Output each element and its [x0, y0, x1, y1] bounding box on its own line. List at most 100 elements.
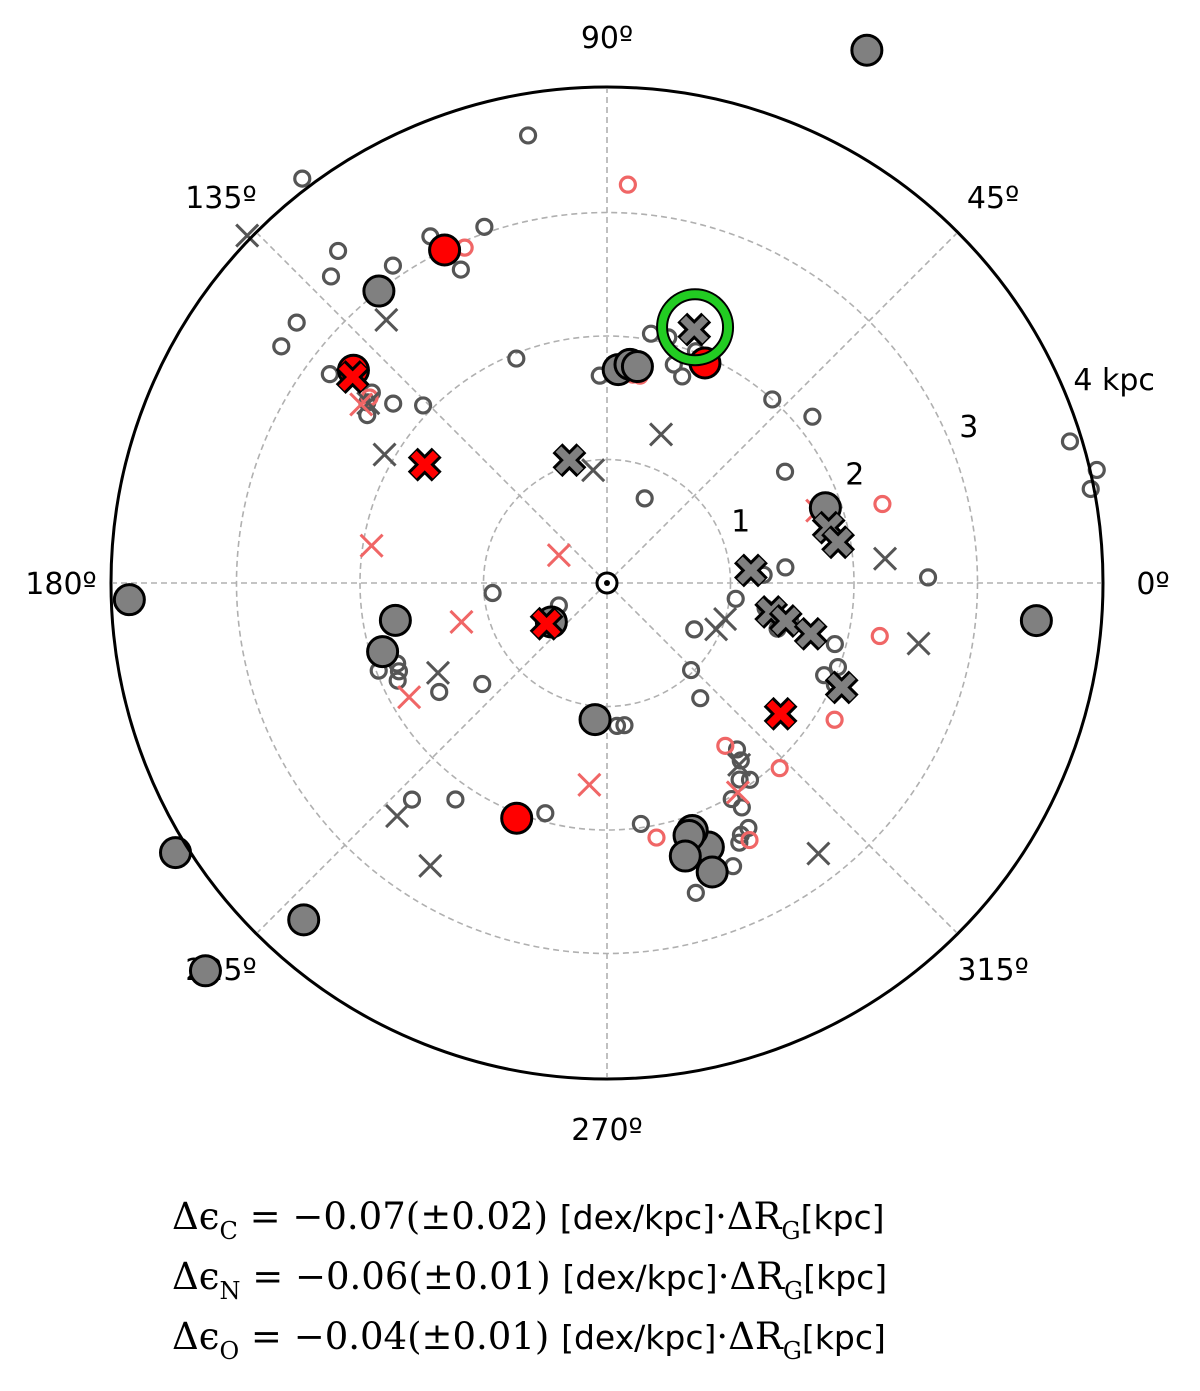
data-point-open-circle — [272, 337, 291, 356]
data-point-bold-cross — [768, 604, 803, 638]
data-point-open-circle — [726, 589, 745, 608]
grid-spoke-135 — [257, 233, 608, 584]
angle-tick-label: 180º — [25, 567, 96, 602]
data-point-cross — [418, 853, 443, 878]
eq-unit: [dex/kpc] — [559, 1198, 716, 1237]
angle-tick-label: 270º — [571, 1113, 642, 1148]
angle-tick-label: 90º — [581, 21, 633, 56]
data-point-cross — [449, 609, 474, 635]
radius-tick-label: 2 — [845, 457, 864, 492]
data-point-cross — [372, 442, 397, 467]
data-point-bold-cross — [793, 616, 828, 651]
data-point-open-circle — [358, 406, 377, 425]
data-point-open-circle — [287, 313, 306, 332]
eq-rhs-subscript: G — [781, 1217, 801, 1245]
eq-unit-kpc: [kpc] — [803, 1258, 888, 1297]
data-point-open-circle — [615, 716, 634, 735]
data-point-cross — [546, 543, 571, 568]
data-point-filled-circle — [366, 635, 400, 669]
data-point-open-circle — [618, 175, 637, 194]
data-point-cross — [385, 804, 410, 829]
data-point-cross — [359, 533, 384, 558]
data-point-open-circle — [740, 770, 760, 789]
data-point-filled-circle — [578, 703, 612, 737]
data-point-open-circle — [685, 620, 704, 639]
data-point-open-circle — [730, 833, 749, 852]
data-point-filled-circle — [378, 603, 412, 637]
data-point-cross — [727, 752, 752, 777]
data-point-open-circle — [770, 759, 789, 778]
data-point-open-circle — [473, 674, 492, 694]
eq-lhs: Δϵ — [172, 1255, 220, 1298]
data-point-filled-circle — [695, 855, 729, 889]
eq-subscript: O — [219, 1337, 240, 1365]
data-point-cross — [349, 392, 374, 417]
data-point-open-circle — [673, 367, 692, 386]
eq-subscript: C — [219, 1217, 238, 1245]
data-point-open-circle — [716, 736, 735, 755]
data-point-open-circle — [518, 126, 538, 145]
eq-rhs: ΔR — [728, 1315, 783, 1358]
polar-plot: 0º45º90º135º180º225º270º315º1234 kpc — [25, 21, 1169, 1148]
data-point-open-circle — [293, 169, 312, 188]
eq-unit: [dex/kpc] — [562, 1258, 718, 1297]
eq-rhs-subscript: G — [782, 1337, 802, 1365]
data-point-filled-circle — [850, 33, 884, 67]
data-point-open-circle — [740, 830, 759, 850]
data-point-bold-cross — [529, 606, 564, 641]
radius-tick-label: 4 kpc — [1073, 363, 1155, 398]
data-point-open-circle — [635, 489, 654, 508]
grid-ring-1 — [482, 458, 732, 708]
eq-rhs: ΔR — [726, 1195, 782, 1238]
data-point-cross — [806, 841, 831, 866]
data-point-open-circle — [631, 814, 650, 834]
eq-dot: · — [715, 1195, 727, 1238]
eq-value: −0.06(±0.01) — [295, 1255, 551, 1298]
angle-tick-label: 315º — [957, 953, 1028, 988]
data-point-cross — [581, 458, 606, 483]
eq-unit-kpc: [kpc] — [800, 1198, 885, 1237]
data-point-open-circle — [825, 634, 844, 654]
data-point-cross — [356, 391, 381, 416]
eq-lhs: Δϵ — [172, 1315, 220, 1358]
angle-tick-label: 45º — [967, 181, 1019, 216]
radius-tick-label: 1 — [731, 505, 750, 540]
data-point-filled-circle — [1019, 604, 1053, 638]
equation-carbon: ΔϵC = −0.07(±0.02) [dex/kpc]·ΔRG[kpc] — [172, 1195, 885, 1253]
data-point-cross — [374, 307, 399, 333]
data-point-open-circle — [389, 662, 409, 681]
data-point-open-circle — [763, 390, 782, 409]
data-point-open-circle — [475, 217, 494, 236]
data-point-bold-cross — [335, 360, 370, 394]
equation-nitrogen: ΔϵN = −0.06(±0.01) [dex/kpc]·ΔRG[kpc] — [172, 1255, 887, 1313]
eq-equals: = — [252, 1255, 284, 1298]
data-point-bold-cross — [824, 670, 859, 705]
data-point-cross — [397, 685, 422, 710]
data-point-filled-circle — [500, 801, 534, 835]
eq-equals: = — [249, 1195, 281, 1238]
data-point-bold-cross — [821, 525, 856, 560]
eq-dot: · — [716, 1315, 729, 1358]
data-point-open-circle — [1060, 432, 1080, 451]
data-point-open-circle — [430, 682, 449, 702]
data-point-open-circle — [388, 671, 407, 690]
eq-dot: · — [717, 1255, 730, 1298]
eq-unit: [dex/kpc] — [561, 1318, 717, 1357]
data-point-filled-circle — [158, 836, 192, 870]
eq-rhs-subscript: G — [784, 1277, 804, 1305]
eq-equals: = — [250, 1315, 282, 1358]
data-point-filled-circle — [428, 233, 462, 267]
data-point-filled-circle — [668, 839, 702, 873]
data-point-open-circle — [384, 394, 403, 413]
data-point-bold-cross — [733, 553, 768, 588]
data-point-open-circle — [320, 365, 339, 384]
highlight-ring — [658, 290, 733, 365]
data-point-open-circle — [870, 626, 889, 646]
radius-tick-label: 3 — [959, 410, 978, 445]
data-point-open-circle — [803, 407, 822, 426]
grid-ring-2 — [359, 335, 855, 831]
data-point-open-circle — [647, 828, 666, 847]
data-point-filled-circle — [620, 350, 654, 384]
data-point-open-circle — [414, 396, 433, 415]
data-point-filled-circle — [287, 903, 321, 937]
